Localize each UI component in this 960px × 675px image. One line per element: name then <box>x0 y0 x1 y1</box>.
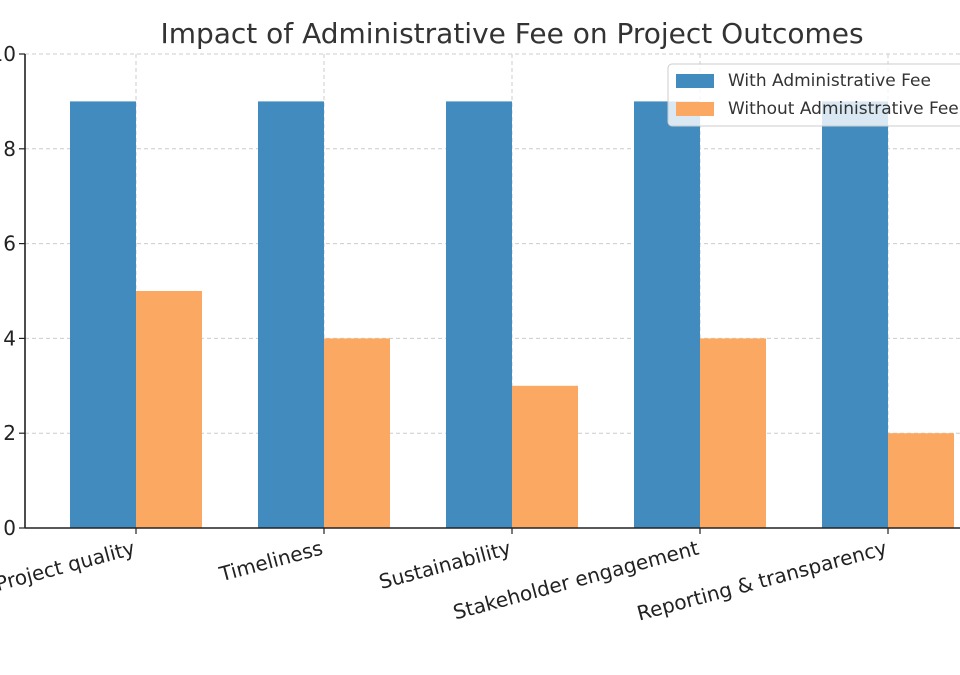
x-tick-label: Project quality <box>0 536 137 596</box>
chart-title: Impact of Administrative Fee on Project … <box>160 17 863 50</box>
legend-label: Without Administrative Fee <box>728 99 959 119</box>
legend-box <box>667 63 960 127</box>
y-tick-label: 0 <box>3 516 16 540</box>
legend: With Administrative Fee Without Administr… <box>667 63 960 127</box>
y-tick-label: 6 <box>3 232 16 256</box>
bar-with-fee <box>634 101 700 529</box>
x-tick-label: Timeliness <box>216 536 325 587</box>
bar-with-fee <box>70 101 136 529</box>
bar-without-fee <box>700 338 766 528</box>
bar-with-fee <box>446 101 512 529</box>
bars <box>70 101 954 529</box>
bar-without-fee <box>512 385 578 528</box>
bar-with-fee <box>822 101 888 529</box>
y-tick-label: 4 <box>3 326 16 350</box>
bar-without-fee <box>324 338 390 528</box>
y-tick-label: 8 <box>3 137 16 161</box>
bar-with-fee <box>258 101 324 529</box>
bar-without-fee <box>136 291 202 528</box>
legend-swatch <box>676 102 714 116</box>
legend-swatch <box>676 74 714 88</box>
bar-without-fee <box>888 433 954 528</box>
y-tick-label: 10 <box>0 42 16 66</box>
y-tick-label: 2 <box>3 421 16 445</box>
x-tick-label: Sustainability <box>376 536 513 594</box>
legend-label: With Administrative Fee <box>728 71 931 91</box>
